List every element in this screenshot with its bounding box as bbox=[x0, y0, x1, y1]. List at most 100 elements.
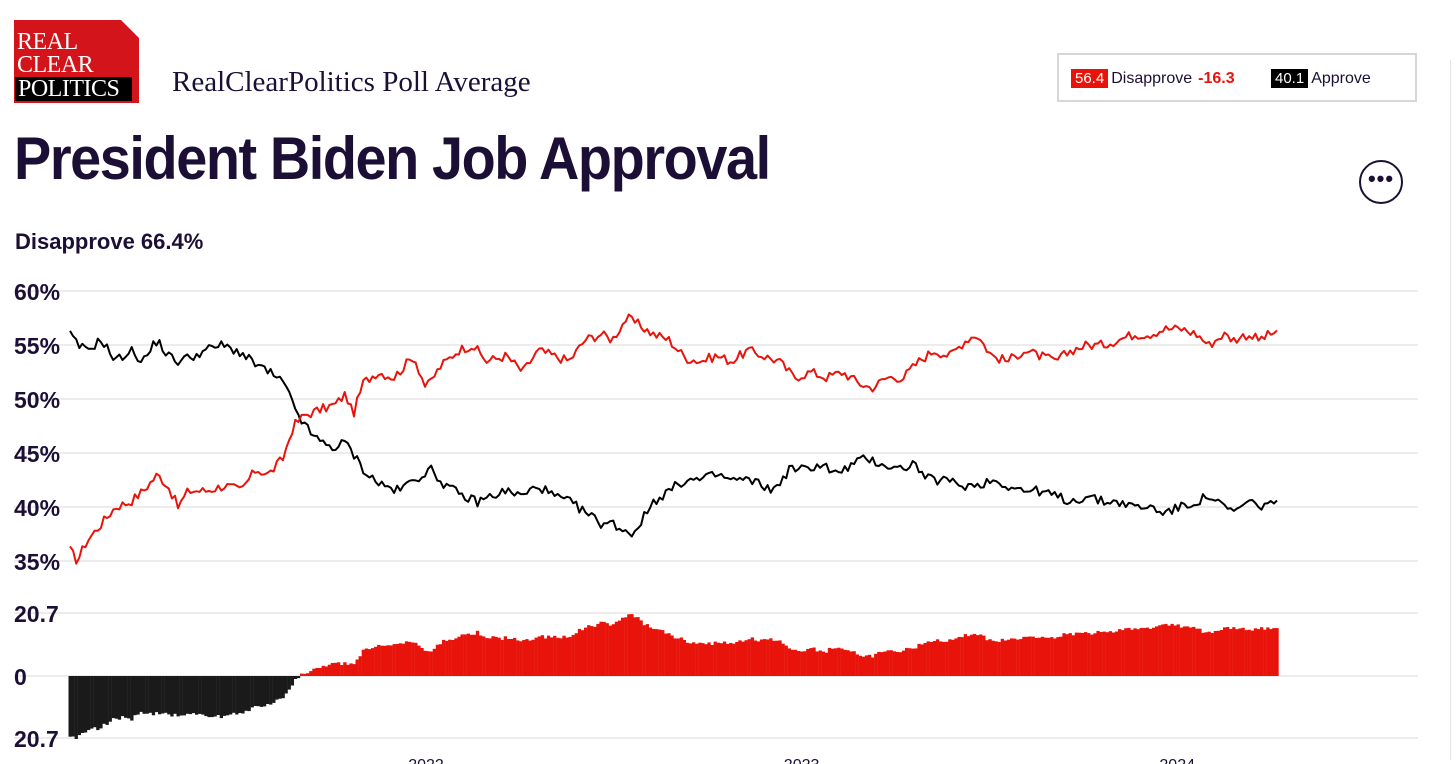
spread-bar bbox=[1040, 636, 1045, 676]
spread-bar bbox=[880, 652, 884, 676]
spread-bar bbox=[93, 676, 97, 728]
logo-line-1: REAL bbox=[17, 29, 78, 55]
spread-bar bbox=[475, 630, 480, 676]
spread-bar bbox=[1121, 630, 1125, 676]
spread-bar bbox=[719, 643, 724, 676]
spread-bar bbox=[926, 641, 930, 676]
spread-bar bbox=[1093, 633, 1097, 676]
spread-bar bbox=[935, 639, 940, 676]
spread-bar bbox=[1056, 637, 1060, 676]
spread-bar bbox=[284, 676, 288, 694]
spread-bar bbox=[130, 676, 134, 721]
spread-bar bbox=[414, 642, 418, 676]
spread-bar bbox=[577, 628, 582, 676]
spread-bar bbox=[525, 639, 529, 676]
spread-bar bbox=[852, 651, 856, 676]
spread-bar bbox=[164, 676, 168, 713]
spread-bar bbox=[892, 651, 896, 676]
spread-bar bbox=[506, 639, 511, 676]
spread-bar bbox=[596, 623, 600, 676]
spread-bar bbox=[658, 629, 662, 676]
spread-bar bbox=[1241, 627, 1245, 676]
spread-bar bbox=[281, 676, 285, 699]
spread-bar bbox=[1155, 626, 1159, 676]
spread-bars bbox=[68, 614, 1279, 739]
spread-bar bbox=[1102, 631, 1106, 676]
spread-bar bbox=[472, 634, 477, 676]
spread-bar bbox=[435, 644, 440, 676]
spread-bar bbox=[315, 668, 319, 676]
spread-bar bbox=[235, 676, 239, 715]
spread-bar bbox=[500, 640, 504, 676]
approve-label: Approve bbox=[1311, 70, 1371, 87]
spread-bar bbox=[513, 637, 517, 676]
spread-bar bbox=[769, 638, 773, 676]
spread-bar bbox=[735, 642, 739, 676]
spread-bar bbox=[1173, 625, 1177, 676]
spread-bar bbox=[509, 639, 514, 676]
spread-bar bbox=[1229, 629, 1233, 676]
spread-bar bbox=[812, 647, 816, 676]
spread-bar bbox=[803, 651, 807, 676]
spread-bar bbox=[491, 636, 495, 676]
spread-bar bbox=[843, 649, 847, 676]
spread-bar bbox=[528, 640, 532, 676]
spread-bar bbox=[1043, 637, 1048, 676]
spread-bar bbox=[574, 633, 578, 676]
spread-bar bbox=[580, 630, 585, 676]
logo-fold bbox=[121, 20, 139, 38]
spread-bar bbox=[343, 662, 347, 676]
spread-bar bbox=[463, 634, 467, 676]
spread-bar bbox=[939, 641, 943, 676]
spread-bar bbox=[519, 641, 523, 676]
spread-bar bbox=[886, 650, 890, 676]
y-tick-label: 45% bbox=[14, 441, 60, 467]
spread-bar bbox=[207, 676, 211, 718]
spread-bar bbox=[266, 676, 270, 704]
spread-bar bbox=[1105, 632, 1109, 676]
spread-bar bbox=[651, 628, 656, 676]
spread-bar bbox=[713, 641, 717, 676]
spread-bar bbox=[77, 676, 81, 736]
spread-bar bbox=[244, 676, 248, 711]
spread-bar bbox=[158, 676, 162, 715]
spread-bar bbox=[806, 649, 810, 676]
spread-bar bbox=[661, 630, 665, 676]
spread-bar bbox=[732, 643, 736, 676]
spread-bar bbox=[729, 643, 733, 676]
spread-bar bbox=[821, 651, 825, 676]
more-options-button[interactable]: ••• bbox=[1359, 160, 1403, 204]
y-axis-labels: 60% 55% 50% 45% 40% 35% 20.7 0 20.7 bbox=[14, 279, 60, 752]
spread-bar bbox=[800, 651, 804, 676]
spread-bar bbox=[349, 663, 353, 676]
spread-bar bbox=[701, 643, 705, 676]
spread-bar bbox=[667, 633, 671, 676]
spread-bar bbox=[182, 676, 186, 716]
spread-bar bbox=[617, 620, 622, 676]
spread-bar bbox=[309, 671, 313, 676]
spread-bar bbox=[1198, 628, 1202, 676]
spread-bar bbox=[1207, 631, 1211, 676]
spread-bar bbox=[1210, 633, 1214, 676]
spread-bar bbox=[1037, 637, 1041, 676]
spread-bar bbox=[1059, 636, 1063, 676]
spread-bar bbox=[482, 636, 486, 676]
disapprove-line bbox=[69, 313, 1278, 565]
spread-bar bbox=[932, 641, 937, 676]
spread-bar bbox=[429, 651, 433, 676]
x-tick-label: 2023 bbox=[784, 757, 820, 764]
rcp-logo[interactable]: REAL CLEAR POLITICS bbox=[14, 20, 139, 103]
spread-bar bbox=[133, 676, 137, 716]
spread-bar bbox=[540, 635, 545, 676]
spread-bar bbox=[550, 637, 554, 676]
spread-bar bbox=[90, 676, 94, 729]
spread-bar bbox=[145, 676, 149, 714]
spread-bar bbox=[210, 676, 214, 718]
spread-bar bbox=[1260, 627, 1264, 676]
spread-bar bbox=[1152, 627, 1156, 676]
spread-bar bbox=[738, 640, 742, 676]
spread-bar bbox=[204, 676, 208, 717]
approval-chart[interactable]: 60% 55% 50% 45% 40% 35% 20.7 0 20.7 2022 2023 2024 bbox=[0, 270, 1456, 764]
spread-bar bbox=[306, 673, 310, 676]
spread-bar bbox=[154, 676, 159, 713]
